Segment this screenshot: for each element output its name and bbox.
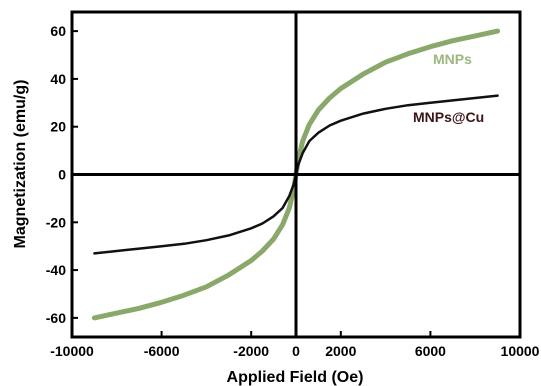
x-tick-label: 10000 bbox=[501, 343, 540, 359]
y-tick-label: -40 bbox=[46, 262, 66, 278]
y-tick-label: 0 bbox=[58, 167, 66, 183]
y-tick-label: 40 bbox=[50, 71, 66, 87]
y-tick-label: 60 bbox=[50, 23, 66, 39]
x-tick-label: -10000 bbox=[50, 343, 94, 359]
x-tick-label: 0 bbox=[292, 343, 300, 359]
x-tick-label: -6000 bbox=[144, 343, 180, 359]
y-tick-label: 20 bbox=[50, 119, 66, 135]
y-tick-label: -20 bbox=[46, 214, 66, 230]
y-tick-label: -60 bbox=[46, 310, 66, 326]
x-axis-title: Applied Field (Oe) bbox=[227, 369, 364, 386]
x-tick-label: 6000 bbox=[415, 343, 446, 359]
series-label-mnps: MNPs bbox=[433, 51, 472, 67]
y-axis-title: Magnetization (emu/g) bbox=[12, 80, 29, 249]
series-label-mnps-cu: MNPs@Cu bbox=[413, 109, 484, 125]
x-tick-label: 2000 bbox=[325, 343, 356, 359]
x-tick-label: -2000 bbox=[233, 343, 269, 359]
